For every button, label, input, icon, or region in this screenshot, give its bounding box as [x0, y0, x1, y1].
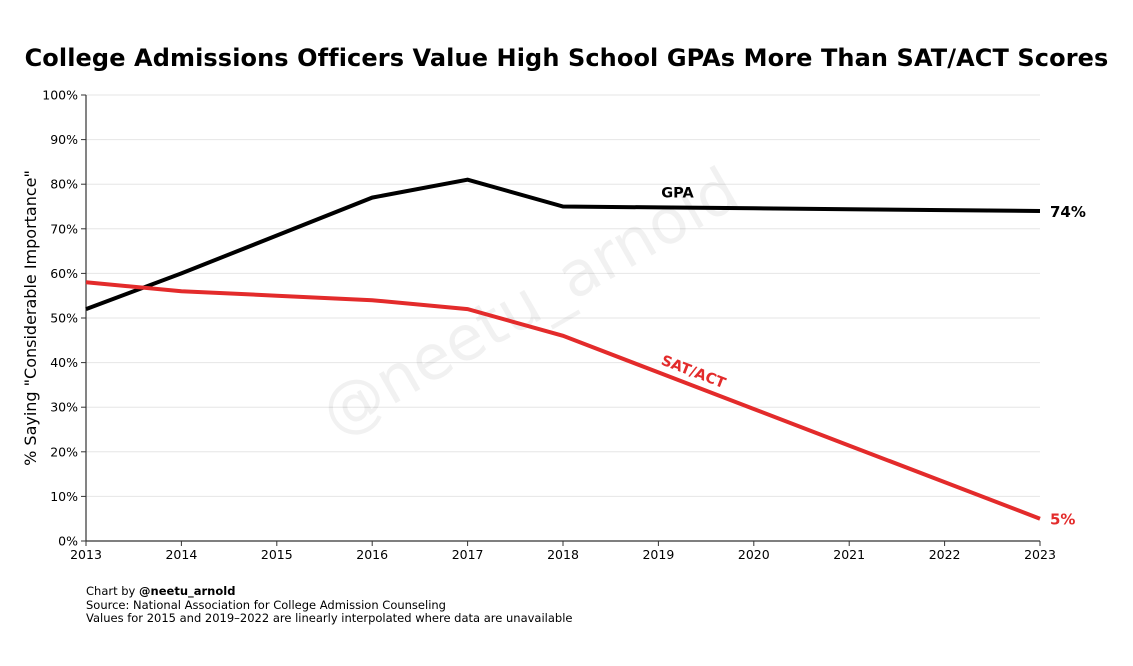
- x-tick-label: 2015: [261, 547, 293, 562]
- y-tick-label: 50%: [50, 311, 78, 326]
- y-tick-label: 20%: [50, 444, 78, 459]
- chart-title: College Admissions Officers Value High S…: [24, 44, 1109, 72]
- end-label-gpa: 74%: [1050, 203, 1086, 221]
- footer-source: Source: National Association for College…: [86, 597, 446, 612]
- y-tick-label: 80%: [50, 177, 78, 192]
- x-tick-label: 2022: [929, 547, 961, 562]
- series-label-gpa: GPA: [661, 185, 694, 201]
- y-tick-label: 30%: [50, 400, 78, 415]
- y-tick-label: 10%: [50, 489, 78, 504]
- x-tick-label: 2014: [165, 547, 197, 562]
- y-tick-label: 90%: [50, 132, 78, 147]
- gridlines: [86, 94, 1040, 497]
- y-tick-label: 70%: [50, 221, 78, 236]
- x-tick-label: 2016: [356, 547, 388, 562]
- x-tick-label: 2021: [833, 547, 865, 562]
- footer-credit-handle: @neetu_arnold: [139, 584, 236, 598]
- y-tick-label: 60%: [50, 266, 78, 281]
- tick-labels: 0% 10% 20% 30% 40% 50% 60% 70% 80% 90% 100% 2013 201…: [42, 88, 1056, 563]
- x-tick-label: 2013: [70, 547, 102, 562]
- end-label-sat-act: 5%: [1050, 511, 1075, 529]
- x-tick-label: 2017: [452, 547, 484, 562]
- y-tick-label: 0%: [58, 534, 78, 549]
- x-tick-label: 2019: [642, 547, 674, 562]
- y-axis-label: % Saying "Considerable Importance": [21, 170, 40, 466]
- footer-note: Values for 2015 and 2019–2022 are linear…: [86, 611, 573, 625]
- chart-footer: Chart by @neetu_arnold Source: National …: [86, 584, 573, 626]
- footer-credit: Chart by @neetu_arnold: [86, 584, 572, 599]
- x-tick-label: 2020: [738, 547, 770, 562]
- x-tick-label: 2023: [1024, 547, 1056, 562]
- series-line-gpa: [85, 177, 1041, 311]
- x-tick-label: 2018: [547, 547, 579, 562]
- series-lines: [85, 177, 1041, 521]
- y-tick-label: 40%: [50, 355, 78, 370]
- footer-credit-prefix: Chart by: [86, 584, 140, 598]
- series-line-sat-act: [85, 280, 1041, 521]
- y-tick-label: 100%: [42, 88, 78, 103]
